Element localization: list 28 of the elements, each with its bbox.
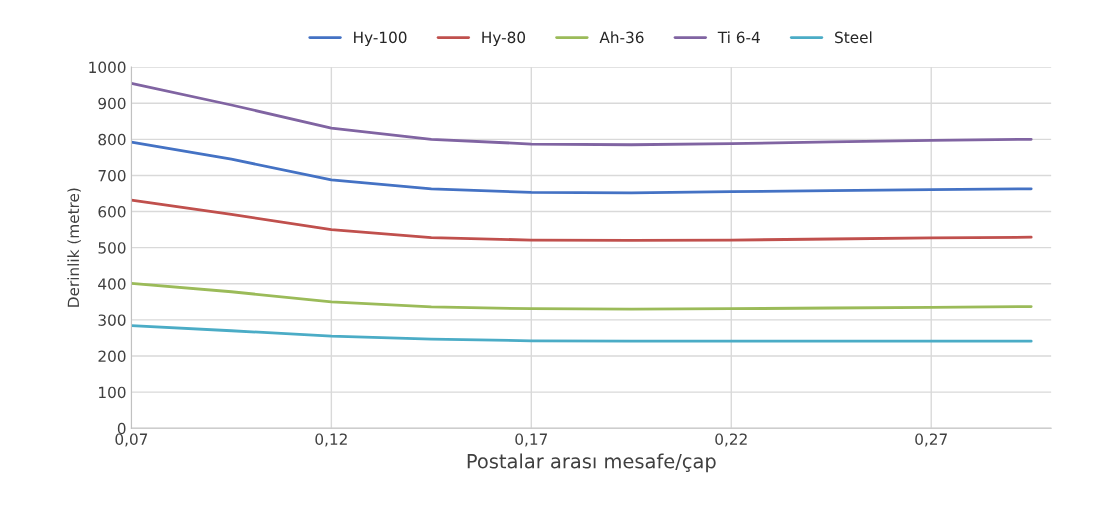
line-series [131,324,1033,343]
legend-label: Ah-36 [599,31,644,44]
legend-label: Steel [835,31,872,44]
x-tick-label: 0,12 [315,433,347,447]
line-series [131,81,1033,147]
y-tick-label: 300 [98,314,126,326]
y-tick-label: 200 [98,350,126,363]
y-tick-label: 800 [98,133,126,146]
y-tick-label: 500 [98,242,126,254]
x-axis-title: Postalar arası mesafe/çap [467,453,716,473]
x-tick-label: 0,22 [715,433,747,447]
y-tick-label: 600 [98,206,126,218]
legend-label: Ti 6-4 [717,31,760,44]
line-series [131,282,1033,311]
y-tick-label: 900 [98,97,126,110]
y-tick-label: 1000 [89,61,126,74]
x-tick-label: 0,27 [915,433,947,447]
x-tick-label: 0,17 [515,433,548,447]
y-tick-label: 0 [117,422,126,435]
legend-label: Hy-100 [354,31,407,47]
legend-label: Hy-80 [482,31,526,47]
y-tick-label: 700 [98,169,126,182]
line-series [131,140,1033,195]
line-series [131,198,1033,242]
x-tick-label: 0,07 [115,433,148,447]
y-tick-label: 100 [99,386,126,399]
y-axis-title: Derinlik (metre) [67,188,81,307]
y-tick-label: 400 [98,278,126,290]
